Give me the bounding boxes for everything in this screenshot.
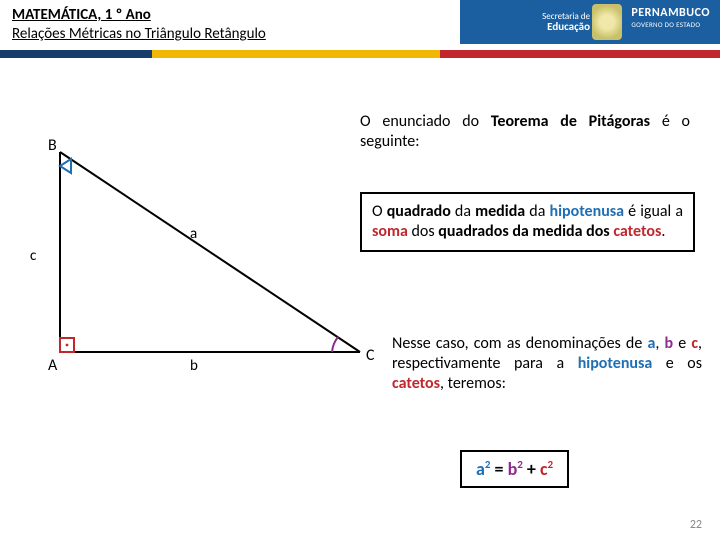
intro-text: O enunciado do Teorema de Pitágoras é o … [360, 112, 690, 152]
t3-c: c [691, 334, 698, 353]
title-line1: MATEMÁTICA, 1 º Ano [12, 6, 266, 24]
t3-cat: catetos [392, 374, 440, 393]
t3-b: b [664, 334, 673, 353]
slide-header: MATEMÁTICA, 1 º Ano Relações Métricas no… [0, 0, 720, 62]
colorbar-seg-2 [152, 50, 440, 58]
t3-t1: Nesse caso, com as denominações de [392, 334, 647, 353]
intro-prefix: O enunciado do [360, 112, 491, 131]
f-eq: = [490, 458, 507, 480]
vertex-b-label: B [48, 136, 57, 155]
right-angle-b-icon [60, 159, 71, 173]
logo-line2: Educação [542, 22, 590, 32]
color-bar [0, 50, 720, 58]
right-angle-a-dot [66, 344, 69, 347]
b2-t7: . [661, 222, 665, 241]
vertex-a-label: A [48, 356, 58, 375]
state-name-block: PERNAMBUCO GOVERNO DO ESTADO [631, 6, 710, 29]
side-b-label: b [190, 357, 198, 375]
state-seal-icon [592, 4, 622, 40]
state-name: PERNAMBUCO [631, 6, 710, 20]
b2-t5: dos [408, 222, 438, 241]
t3-t6: , teremos: [440, 374, 506, 393]
header-title: MATEMÁTICA, 1 º Ano Relações Métricas no… [12, 6, 266, 43]
b2-hip: hipotenusa [550, 202, 625, 221]
colorbar-seg-1 [0, 50, 152, 58]
header-logo: Secretaria de Educação PERNAMBUCO GOVERN… [460, 0, 720, 54]
f-c2: 2 [547, 458, 553, 471]
logo-secretaria: Secretaria de Educação [542, 12, 590, 32]
b2-medida: medida [475, 202, 525, 221]
vertex-c-label: C [366, 346, 375, 365]
formula-box: a2 = b2 + c2 [460, 450, 569, 488]
t3-t3: e [673, 334, 691, 353]
f-a: a [476, 458, 485, 480]
b2-catetos: catetos [613, 222, 661, 241]
f-plus: + [523, 458, 540, 480]
f-b: b [508, 458, 518, 480]
b2-t2: da [451, 202, 475, 221]
state-sub: GOVERNO DO ESTADO [631, 20, 710, 29]
t3-hip: hipotenusa [578, 354, 653, 373]
page-number: 22 [690, 518, 702, 532]
theorem-statement-box: O quadrado da medida da hipotenusa é igu… [360, 192, 695, 252]
b2-soma: soma [372, 222, 408, 241]
slide-content: B A C a b c O enunciado do Teorema de Pi… [0, 62, 720, 540]
side-a-label: a [190, 225, 197, 243]
triangle-side-a [60, 152, 360, 352]
b2-t3: da [525, 202, 549, 221]
title-line2: Relações Métricas no Triângulo Retângulo [12, 25, 266, 43]
b2-t1: O [372, 202, 387, 221]
t3-t5: e os [652, 354, 702, 373]
side-c-label: c [30, 247, 37, 265]
triangle-diagram: B A C a b c [20, 122, 380, 382]
angle-c-arc [332, 337, 338, 352]
naming-text: Nesse caso, com as denominações de a, b … [392, 334, 702, 394]
b2-quadrado: quadrado [387, 202, 451, 221]
b2-t6: quadrados da medida dos [438, 222, 613, 241]
b2-t4: é igual a [624, 202, 683, 221]
intro-teorema: Teorema de Pitágoras [491, 112, 650, 131]
colorbar-seg-3 [440, 50, 720, 58]
